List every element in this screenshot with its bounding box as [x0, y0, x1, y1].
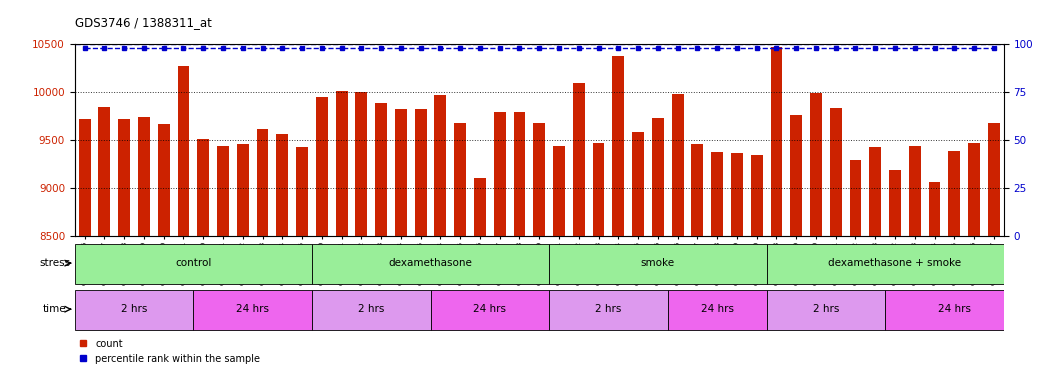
Text: 24 hrs: 24 hrs: [701, 304, 734, 314]
Bar: [75, 244, 312, 284]
Bar: [691, 144, 704, 236]
Bar: [968, 143, 980, 236]
Bar: [431, 290, 549, 330]
Text: 2 hrs: 2 hrs: [813, 304, 839, 314]
Bar: [197, 139, 209, 236]
Bar: [514, 112, 525, 236]
Text: 2 hrs: 2 hrs: [358, 304, 384, 314]
Text: 24 hrs: 24 hrs: [937, 304, 971, 314]
Text: 2 hrs: 2 hrs: [595, 304, 622, 314]
Bar: [549, 244, 766, 284]
Text: stress: stress: [39, 258, 71, 268]
Bar: [355, 92, 367, 236]
Bar: [949, 151, 960, 236]
Bar: [549, 290, 667, 330]
Bar: [790, 115, 802, 236]
Bar: [138, 117, 149, 236]
Bar: [118, 119, 130, 236]
Bar: [316, 97, 328, 236]
Bar: [177, 66, 189, 236]
Bar: [193, 290, 312, 330]
Bar: [553, 146, 565, 236]
Bar: [256, 129, 269, 236]
Text: smoke: smoke: [640, 258, 675, 268]
Bar: [494, 112, 506, 236]
Bar: [810, 93, 822, 236]
Bar: [593, 143, 604, 236]
Bar: [335, 91, 348, 236]
Bar: [296, 147, 308, 236]
Bar: [415, 109, 427, 236]
Bar: [474, 177, 486, 236]
Text: 2 hrs: 2 hrs: [120, 304, 147, 314]
Text: control: control: [175, 258, 212, 268]
Bar: [849, 160, 862, 236]
Bar: [276, 134, 289, 236]
Bar: [237, 144, 249, 236]
Bar: [829, 108, 842, 236]
Bar: [711, 152, 723, 236]
Text: time: time: [44, 304, 66, 314]
Bar: [667, 290, 766, 330]
Bar: [929, 182, 940, 236]
Bar: [312, 290, 431, 330]
Bar: [766, 290, 885, 330]
Bar: [909, 146, 921, 236]
Bar: [652, 118, 663, 236]
Bar: [394, 109, 407, 236]
Bar: [79, 119, 90, 236]
Bar: [870, 147, 881, 236]
Bar: [534, 123, 545, 236]
Bar: [455, 123, 466, 236]
Bar: [885, 290, 1023, 330]
Text: dexamethasone: dexamethasone: [388, 258, 472, 268]
Bar: [672, 94, 684, 236]
Bar: [158, 124, 169, 236]
Bar: [375, 103, 387, 236]
Bar: [988, 123, 1000, 236]
Bar: [99, 106, 110, 236]
Bar: [890, 170, 901, 236]
Text: 24 hrs: 24 hrs: [236, 304, 269, 314]
Legend: count, percentile rank within the sample: count, percentile rank within the sample: [80, 339, 261, 364]
Text: dexamethasone + smoke: dexamethasone + smoke: [828, 258, 961, 268]
Bar: [766, 244, 1023, 284]
Bar: [217, 146, 229, 236]
Bar: [731, 152, 743, 236]
Text: GDS3746 / 1388311_at: GDS3746 / 1388311_at: [75, 16, 212, 29]
Bar: [750, 154, 763, 236]
Bar: [573, 83, 584, 236]
Bar: [612, 56, 624, 236]
Text: 24 hrs: 24 hrs: [473, 304, 507, 314]
Bar: [435, 95, 446, 236]
Bar: [632, 131, 644, 236]
Bar: [770, 47, 783, 236]
Bar: [75, 290, 193, 330]
Bar: [312, 244, 549, 284]
